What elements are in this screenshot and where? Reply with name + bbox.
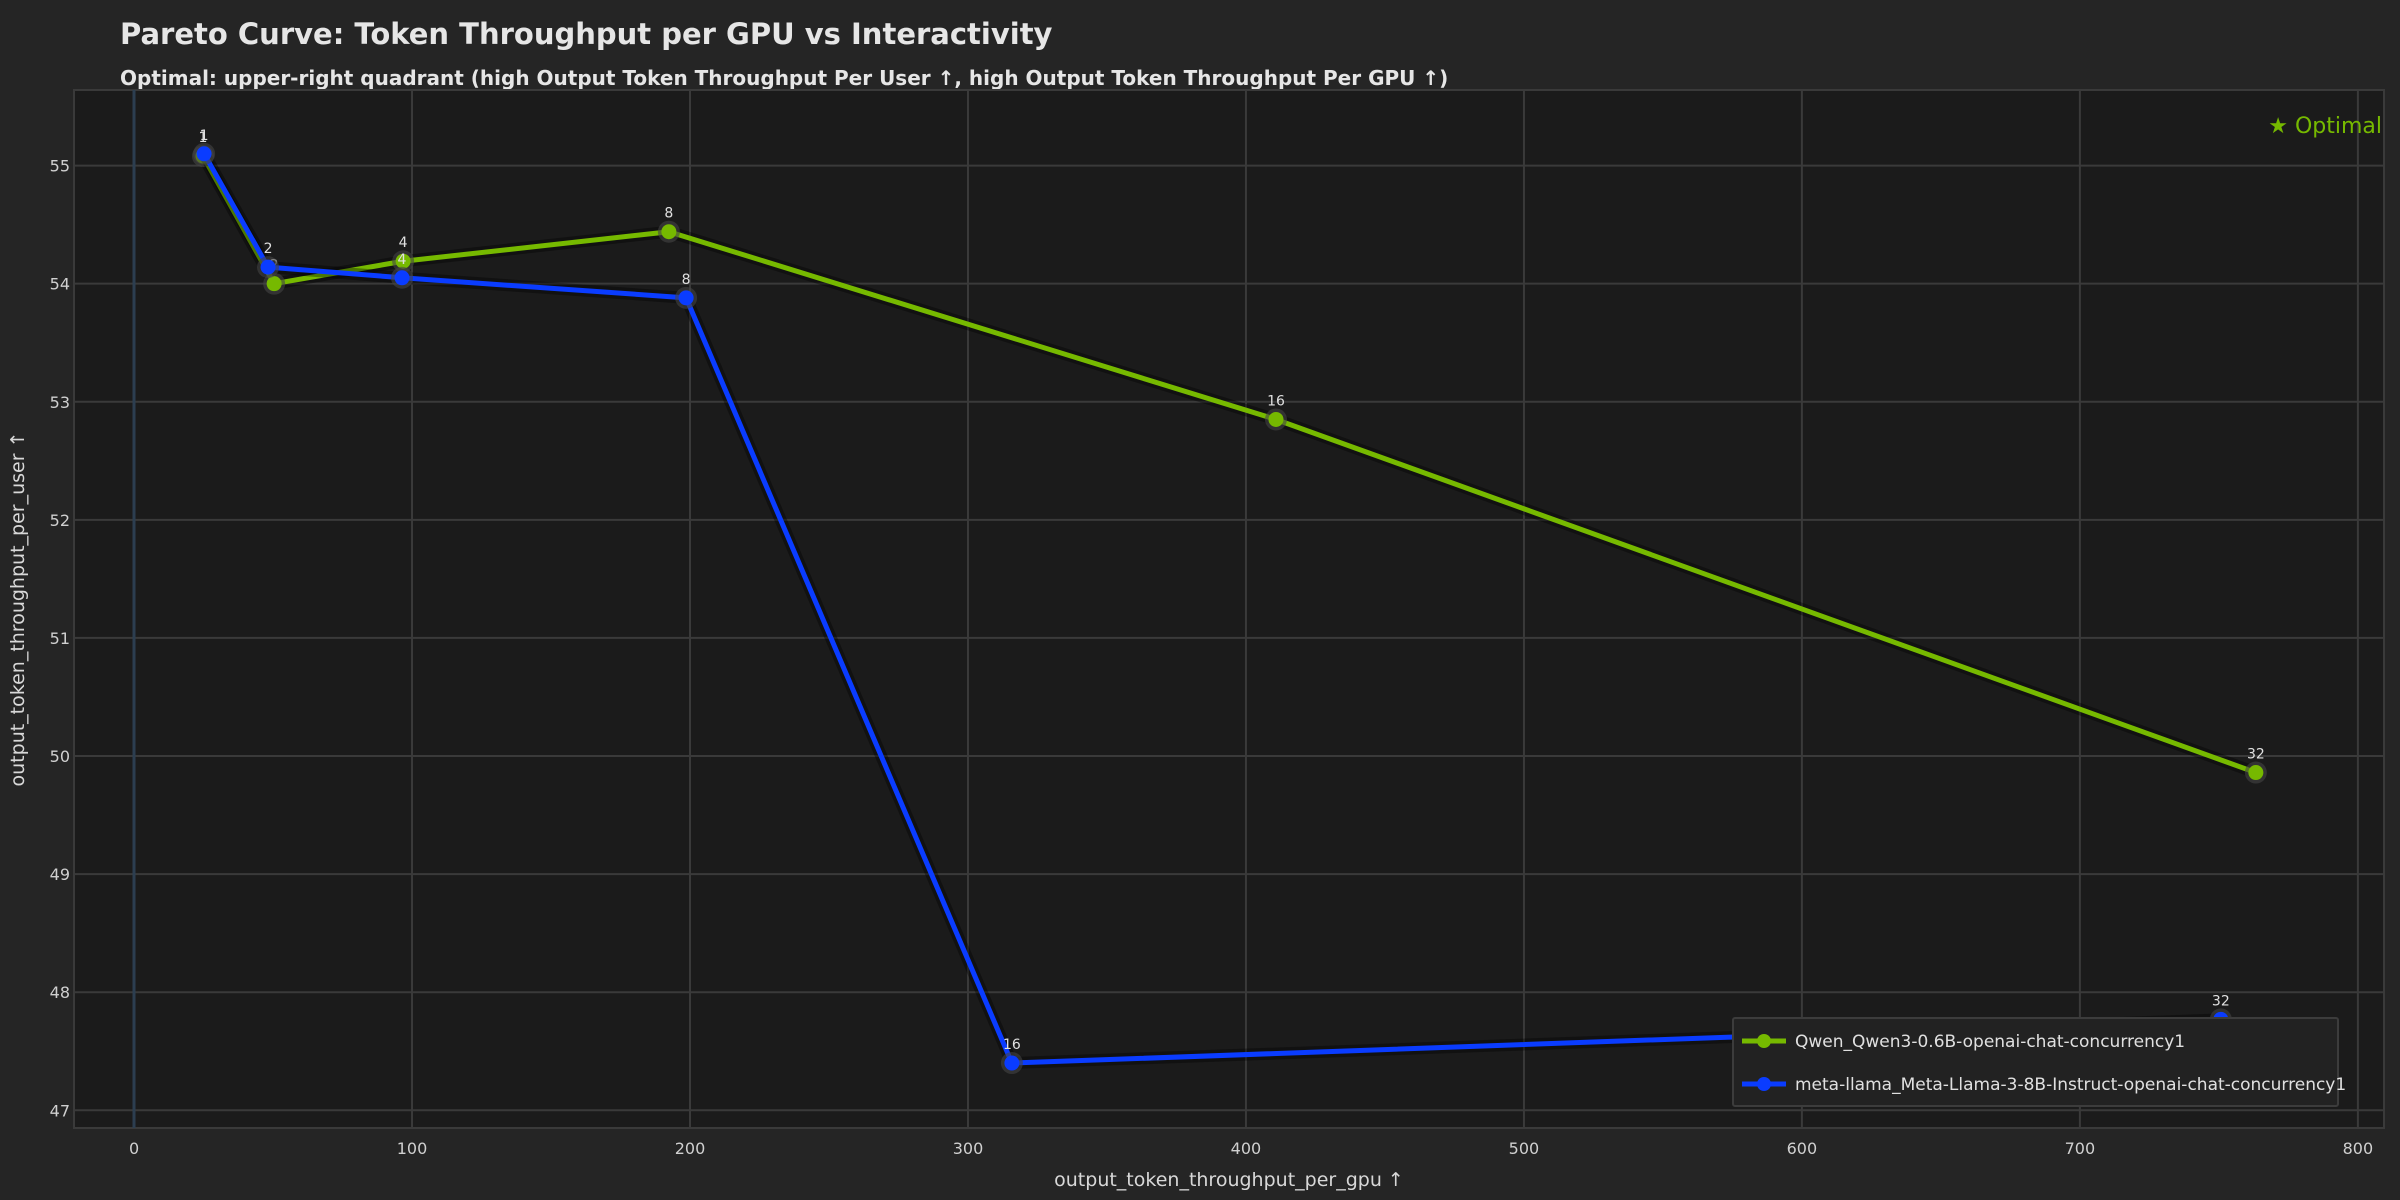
data-point-label: 8 <box>664 206 673 222</box>
chart-subtitle: Optimal: upper-right quadrant (high Outp… <box>120 66 1449 90</box>
x-tick-label: 400 <box>1231 1139 1262 1158</box>
y-tick-label: 53 <box>50 393 70 412</box>
chart-title: Pareto Curve: Token Throughput per GPU v… <box>120 17 1053 51</box>
y-tick-label: 51 <box>50 629 70 648</box>
y-axis-ticks: 47 48 49 50 51 52 53 54 55 <box>50 157 70 1121</box>
y-tick-label: 52 <box>50 511 70 530</box>
data-point-label: 32 <box>2247 747 2265 763</box>
data-point-marker <box>394 270 410 286</box>
data-point-marker <box>196 146 212 162</box>
legend: Qwen_Qwen3-0.6B-openai-chat-concurrency1… <box>1732 1017 2346 1107</box>
legend-label-qwen: Qwen_Qwen3-0.6B-openai-chat-concurrency1 <box>1795 1032 2185 1052</box>
legend-box <box>1732 1017 2339 1107</box>
legend-marker-llama <box>1757 1077 1771 1091</box>
x-axis-ticks: 0 100 200 300 400 500 600 700 800 <box>129 1139 2373 1158</box>
y-tick-label: 54 <box>50 275 70 294</box>
legend-label-llama: meta-llama_Meta-Llama-3-8B-Instruct-open… <box>1795 1075 2346 1095</box>
data-point-label: 16 <box>1267 393 1285 409</box>
data-point-label: 2 <box>264 241 273 257</box>
data-point-label: 16 <box>1003 1037 1021 1053</box>
data-point-marker <box>266 276 282 292</box>
y-tick-label: 47 <box>50 1101 70 1120</box>
x-tick-label: 800 <box>2343 1139 2374 1158</box>
y-tick-label: 49 <box>50 865 70 884</box>
plot-area <box>73 89 2385 1129</box>
x-tick-label: 600 <box>1787 1139 1818 1158</box>
legend-marker-qwen <box>1757 1034 1771 1048</box>
data-point-label: 4 <box>398 252 407 268</box>
x-tick-label: 200 <box>675 1139 706 1158</box>
x-tick-label: 700 <box>2065 1139 2096 1158</box>
series-line-1 <box>201 152 2221 1066</box>
data-point-label: 4 <box>399 235 408 251</box>
data-point-label: 1 <box>200 128 209 144</box>
data-point-label: 1 <box>199 130 208 146</box>
y-axis-label: output_token_throughput_per_user ↑ <box>7 432 29 787</box>
y-tick-label: 50 <box>50 747 70 766</box>
data-point-marker <box>260 259 276 275</box>
y-tick-label: 48 <box>50 983 70 1002</box>
optimal-annotation: ★ Optimal <box>2268 114 2382 139</box>
data-point-marker <box>1268 411 1284 427</box>
x-tick-label: 100 <box>397 1139 428 1158</box>
x-tick-label: 500 <box>1509 1139 1540 1158</box>
data-point-marker <box>1004 1055 1020 1071</box>
data-point-marker <box>661 224 677 240</box>
data-point-marker <box>678 290 694 306</box>
data-point-marker <box>2248 765 2264 781</box>
x-tick-label: 300 <box>953 1139 984 1158</box>
data-point-label: 8 <box>682 272 691 288</box>
x-tick-label: 0 <box>129 1139 139 1158</box>
y-tick-label: 55 <box>50 157 70 176</box>
x-axis-label: output_token_throughput_per_gpu ↑ <box>1054 1169 1404 1191</box>
data-point-marker <box>395 253 411 269</box>
data-point-label: 32 <box>2212 993 2230 1009</box>
